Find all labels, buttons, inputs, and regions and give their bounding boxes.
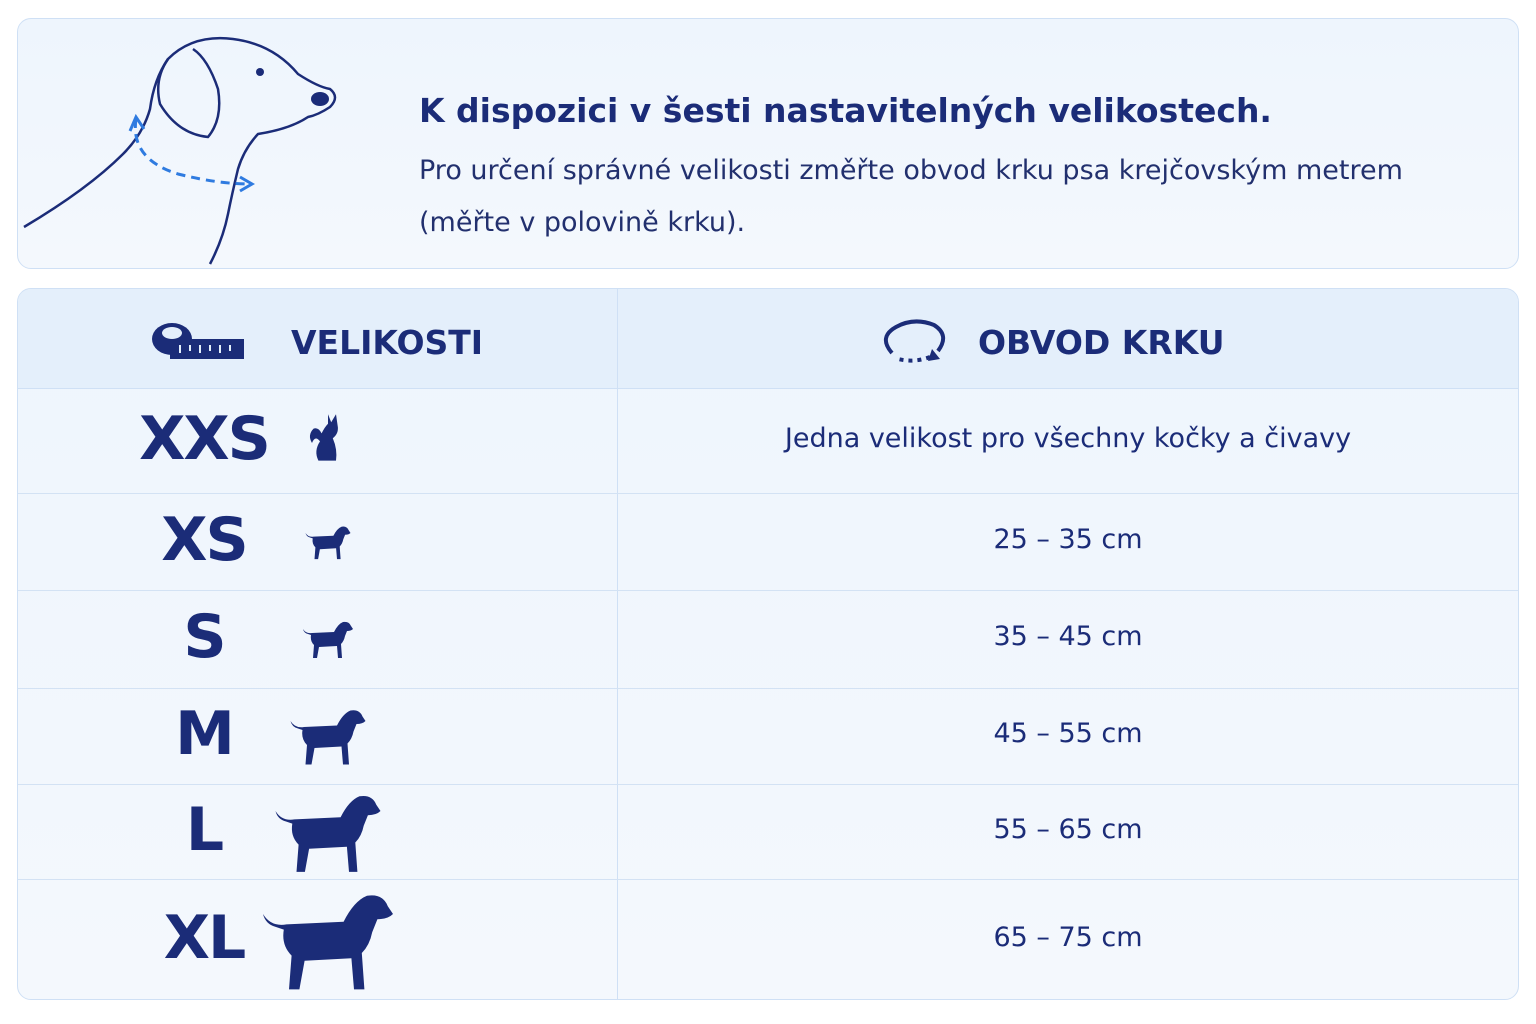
animal-icon [275,795,381,872]
neck-range: 55 – 65 cm [993,813,1143,845]
tape-icon [152,323,244,359]
row-divider [18,784,1518,785]
neck-icon [884,319,946,363]
description: Pro určení správné velikosti změřte obvo… [419,155,1403,238]
size-label: M [175,699,235,769]
neck-range: 25 – 35 cm [993,523,1143,555]
animal-icon [305,526,351,559]
size-label: S [183,602,226,672]
animal-shape [263,894,393,989]
row-divider [18,688,1518,689]
animal-icon [290,710,366,765]
row-divider [18,590,1518,591]
neck-range: Jedna velikost pro všechny kočky a čivav… [784,422,1352,454]
size-label: XL [163,902,247,973]
dog-illustration [23,37,337,265]
column-header: OBVOD KRKU [978,323,1225,362]
size-label: XS [161,504,248,575]
animal-shape [275,795,381,872]
table-header [18,289,1518,389]
row-divider [18,879,1518,880]
size-table: VELIKOSTI OBVOD KRKU XXS Jedna velikost p… [17,288,1519,1000]
animal-shape [303,621,353,658]
animal-icon [263,894,393,989]
neck-range: 65 – 75 cm [993,921,1143,953]
column-divider [617,289,618,999]
animal-icon [309,413,338,461]
neck-range: 45 – 55 cm [993,718,1143,749]
intro-card: K dispozici v šesti nastavitelných velik… [17,18,1519,269]
neck-range: 35 – 45 cm [993,621,1143,652]
title: K dispozici v šesti nastavitelných velik… [419,91,1272,130]
size-label: XXS [139,403,271,474]
size-label: L [185,794,224,865]
animal-shape [305,526,351,559]
row-divider [18,493,1518,494]
animal-shape [309,413,338,461]
column-header: VELIKOSTI [291,323,484,362]
animal-icon [303,621,353,658]
animal-shape [290,710,366,765]
